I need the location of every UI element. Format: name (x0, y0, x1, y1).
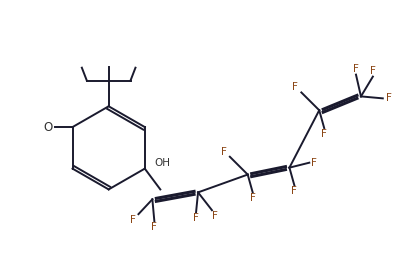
Text: F: F (193, 213, 199, 223)
Text: F: F (386, 93, 392, 103)
Text: F: F (321, 129, 327, 139)
Text: F: F (293, 83, 298, 92)
Text: OH: OH (154, 158, 171, 168)
Text: F: F (221, 147, 227, 157)
Text: F: F (291, 186, 297, 197)
Text: F: F (129, 215, 136, 225)
Text: F: F (212, 211, 218, 221)
Text: F: F (353, 64, 359, 74)
Text: F: F (250, 193, 255, 203)
Text: F: F (370, 66, 376, 76)
Text: F: F (311, 158, 317, 168)
Text: O: O (43, 121, 52, 134)
Text: F: F (152, 222, 157, 232)
